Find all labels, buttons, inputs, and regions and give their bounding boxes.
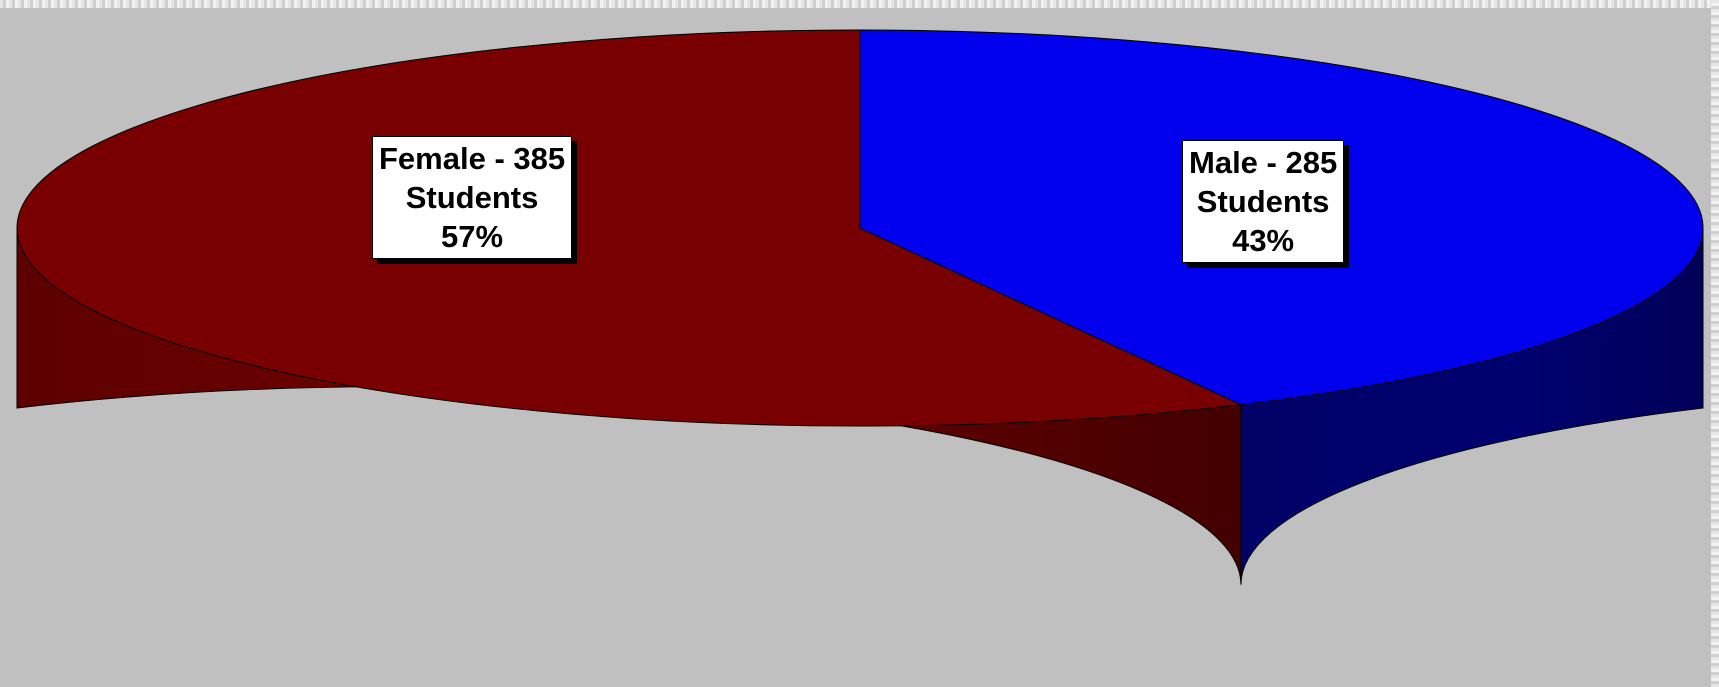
data-label-female-line1: Female - 385 bbox=[379, 141, 566, 176]
data-label-female-line3: 57% bbox=[441, 219, 504, 254]
data-label-female-line2: Students bbox=[405, 180, 539, 215]
data-label-female: Female - 385 Students 57% bbox=[372, 136, 573, 259]
data-label-male-line3: 43% bbox=[1232, 223, 1295, 258]
pie-tops bbox=[16, 29, 1704, 427]
data-label-male-line2: Students bbox=[1196, 184, 1330, 219]
data-label-male: Male - 285 Students 43% bbox=[1182, 140, 1345, 263]
pie-slice-female bbox=[16, 29, 1243, 427]
right-border-texture bbox=[1711, 0, 1719, 687]
data-label-male-line1: Male - 285 bbox=[1189, 145, 1338, 180]
top-border-texture bbox=[0, 0, 1719, 8]
